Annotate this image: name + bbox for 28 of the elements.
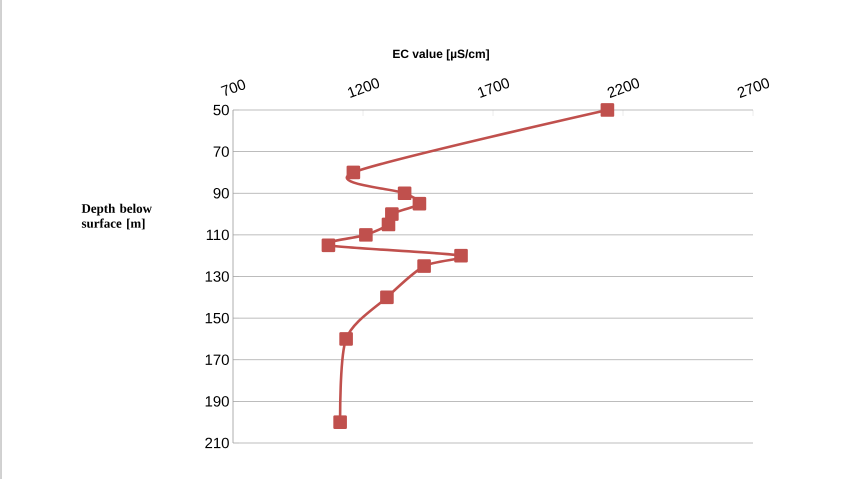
y-tick-label: 70 bbox=[214, 146, 229, 157]
point bbox=[398, 186, 412, 200]
y-tick-label: 130 bbox=[206, 271, 229, 282]
point bbox=[322, 238, 336, 252]
x-axis-title: EC value [µS/cm] bbox=[393, 49, 489, 60]
point bbox=[412, 196, 426, 210]
x-tick-label: 700 bbox=[220, 80, 246, 96]
y-tick-label: 210 bbox=[205, 438, 229, 448]
x-tick-label: 1200 bbox=[348, 78, 380, 98]
y-tick-label: 110 bbox=[206, 230, 229, 240]
y-tick-label: 50 bbox=[213, 104, 229, 116]
point bbox=[339, 332, 353, 346]
point bbox=[333, 415, 347, 429]
point bbox=[600, 103, 614, 117]
point bbox=[346, 166, 360, 180]
y-tick-label: 90 bbox=[214, 188, 229, 199]
point bbox=[417, 259, 431, 273]
point bbox=[454, 248, 468, 262]
point bbox=[380, 290, 394, 304]
x-tick-label: 2200 bbox=[608, 78, 640, 98]
point bbox=[359, 228, 373, 242]
y-tick-label: 190 bbox=[206, 396, 229, 407]
point bbox=[382, 218, 396, 232]
y-tick-label: 170 bbox=[206, 354, 229, 366]
y-axis-title: Depth below surface [m] bbox=[82, 204, 152, 230]
x-tick-label: 2700 bbox=[738, 78, 770, 98]
y-tick-label: 150 bbox=[206, 312, 229, 324]
x-tick-label: 1700 bbox=[478, 78, 510, 98]
